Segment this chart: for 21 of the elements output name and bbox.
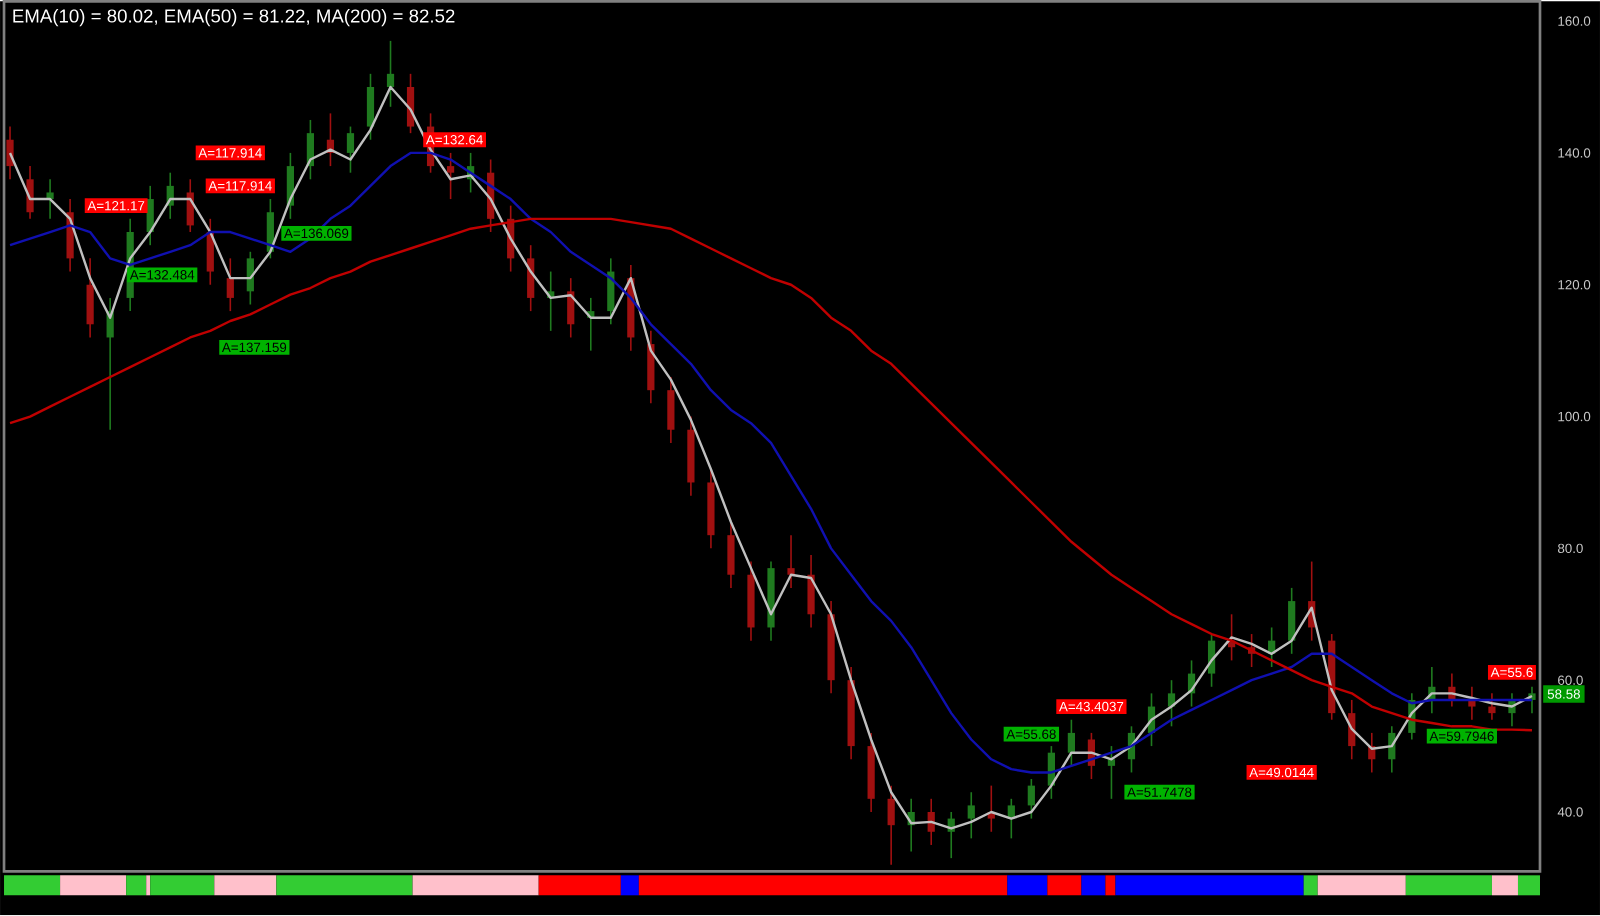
candlestick: [26, 165, 34, 220]
candlestick: [967, 791, 975, 840]
candlestick: [366, 73, 375, 141]
candlestick: [1288, 587, 1296, 655]
candlestick: [1027, 778, 1035, 820]
candlestick: [667, 376, 675, 445]
candlestick: [46, 178, 54, 220]
candlestick: [226, 257, 234, 313]
candlestick: [887, 785, 895, 866]
candlestick: [1488, 692, 1496, 721]
candlestick: [1468, 686, 1476, 721]
candlestick: [1067, 719, 1075, 767]
chart-title: EMA(10) = 80.02, EMA(50) = 81.22, MA(200) = 82.52: [13, 9, 455, 27]
candlestick: [346, 126, 355, 174]
candlestick: [787, 534, 795, 590]
candlestick: [386, 40, 395, 108]
candlestick: [1107, 745, 1116, 800]
candlestick: [446, 152, 455, 201]
candlestick: [807, 554, 815, 629]
candlestick: [727, 521, 735, 590]
candlestick: [86, 257, 94, 339]
